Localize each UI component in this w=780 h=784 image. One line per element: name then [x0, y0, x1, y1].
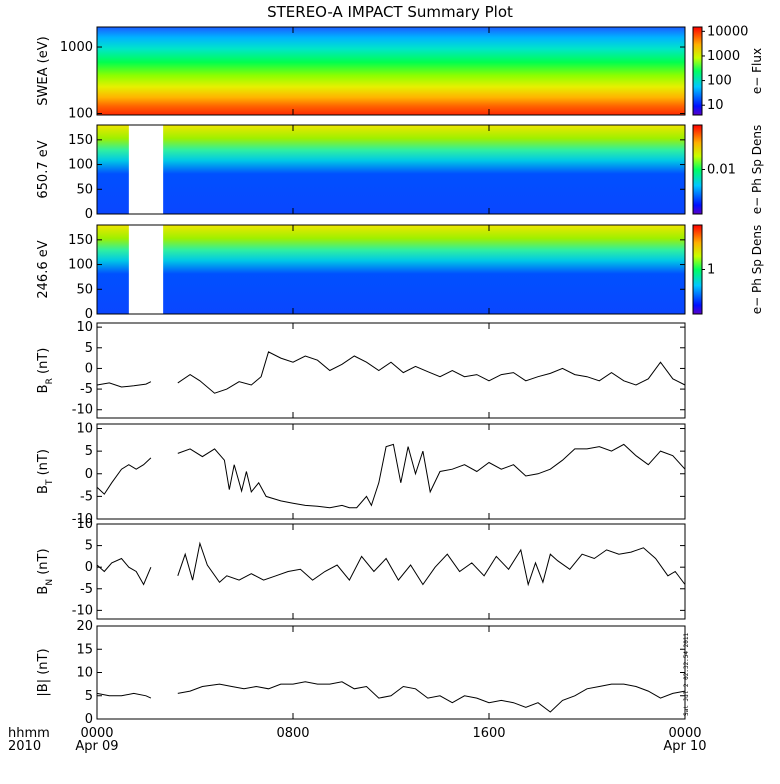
bn-series-line	[96, 557, 152, 586]
pad650-ylabel: 650.7 eV	[36, 140, 51, 198]
swea-ytick-label: 100	[68, 107, 93, 122]
pad650-pitch-angle-distribution	[97, 125, 685, 214]
br-ytick-label: -5	[80, 382, 93, 397]
b-ytick-label: 0	[85, 712, 93, 727]
br-ylabel: BR (nT)	[36, 348, 55, 394]
time-tick-label-1: 0800	[276, 726, 309, 741]
bn-axes-frame	[96, 523, 686, 620]
pad246-axes-frame	[96, 224, 686, 315]
br-axes-frame	[96, 322, 686, 419]
pad650-ytick-label: 150	[68, 133, 93, 148]
swea-colorbar	[692, 26, 703, 116]
pad650-colorbar	[692, 124, 703, 215]
bt-series-line	[96, 457, 152, 495]
pad246-colorbar-label: e− Ph Sp Dens	[750, 225, 764, 314]
b-axes-frame	[96, 625, 686, 720]
br-ytick-label: 0	[85, 361, 93, 376]
pad246-pitch-angle-distribution	[97, 225, 685, 314]
swea-colorbar-tick-label: 10000	[707, 24, 748, 39]
pad246-colorbar-tick-label: 1	[707, 263, 715, 278]
pad650-colorbar-label: e− Ph Sp Dens	[750, 125, 764, 214]
bn-ytick-label: 0	[85, 560, 93, 575]
pad650-ytick-label: 50	[76, 182, 93, 197]
bt-ytick-label: -5	[80, 489, 93, 504]
panel-br: -10 -5 0 5 10 BR (nT)	[36, 320, 686, 419]
swea-axes-frame	[96, 26, 686, 116]
time-axis-label-year: 2010	[8, 739, 41, 754]
panel-pad246: 1 e− Ph Sp Dens 0 50 100 150 246.6 eV	[36, 224, 764, 322]
time-tick-label-0: 0000	[80, 726, 113, 741]
timestamp: Sat Jul 2 02:32:54 2011	[683, 632, 690, 716]
time-tick-label-2: 1600	[472, 726, 505, 741]
b-series-line	[177, 681, 686, 713]
pad246-ytick-label: 0	[85, 307, 93, 322]
bn-ylabel: BN (nT)	[36, 548, 55, 594]
time-axis-label-hhmm: hhmm	[8, 726, 50, 741]
b-ytick-label: 20	[76, 619, 93, 634]
bn-ytick-label: 10	[76, 517, 93, 532]
pad246-data-gap	[128, 225, 164, 314]
bt-ytick-label: -10	[72, 512, 93, 527]
pad650-ytick-label: 100	[68, 158, 93, 173]
pad246-ytick-label: 50	[76, 282, 93, 297]
br-ytick-label: 10	[76, 320, 93, 335]
swea-ytick-label: 1000	[60, 40, 93, 55]
br-series-line	[177, 351, 686, 394]
panel-b: 0 5 10 15 20 |B| (nT)	[36, 619, 686, 727]
panel-bt: -10 -5 0 5 10 BT (nT)	[36, 422, 686, 527]
pad650-ytick-label: 0	[85, 207, 93, 222]
pad650-data-gap	[128, 125, 164, 214]
bt-ytick-label: 5	[85, 444, 93, 459]
b-ytick-label: 15	[76, 642, 93, 657]
b-series-line	[96, 692, 152, 699]
bt-ylabel: BT (nT)	[36, 449, 55, 494]
panel-pad650: 0.01 e− Ph Sp Dens 0 50 100 150 650.7 eV	[36, 124, 764, 222]
br-ytick-label: -10	[72, 403, 93, 418]
time-axis: hhmm 2010 0000 Apr 09 0800 1600 0000 Apr…	[8, 726, 707, 754]
bn-series-line	[177, 541, 686, 587]
swea-spectrogram	[97, 27, 685, 115]
time-tick-date-3: Apr 10	[663, 739, 706, 754]
pad246-colorbar	[692, 224, 703, 315]
br-ytick-label: 5	[85, 341, 93, 356]
bt-axes-frame	[96, 423, 686, 520]
panel-bn: -10 -5 0 5 10 BN (nT)	[36, 517, 686, 620]
plot-title: STEREO-A IMPACT Summary Plot	[267, 3, 513, 21]
pad246-ytick-label: 150	[68, 233, 93, 248]
pad650-colorbar-tick-label: 0.01	[707, 163, 736, 178]
pad246-ytick-label: 100	[68, 258, 93, 273]
pad650-axes-frame	[96, 124, 686, 215]
b-ytick-label: 5	[85, 689, 93, 704]
bt-ytick-label: 10	[76, 422, 93, 437]
swea-colorbar-tick-label: 1000	[707, 49, 740, 64]
bt-ytick-label: 0	[85, 467, 93, 482]
swea-ylabel: SWEA (eV)	[36, 36, 51, 105]
swea-colorbar-tick-label: 100	[707, 74, 732, 89]
time-tick-date-0: Apr 09	[75, 739, 118, 754]
b-ytick-label: 10	[76, 666, 93, 681]
swea-colorbar-label: e− Flux	[750, 48, 764, 94]
pad246-ylabel: 246.6 eV	[36, 240, 51, 298]
b-ylabel: |B| (nT)	[36, 648, 51, 696]
bn-ytick-label: -10	[72, 603, 93, 618]
swea-colorbar-tick-label: 10	[707, 98, 724, 113]
bn-ytick-label: 5	[85, 539, 93, 554]
bn-ytick-label: -5	[80, 582, 93, 597]
bt-series-line	[177, 443, 686, 509]
time-tick-label-3: 0000	[668, 726, 701, 741]
br-series-line	[96, 381, 152, 388]
